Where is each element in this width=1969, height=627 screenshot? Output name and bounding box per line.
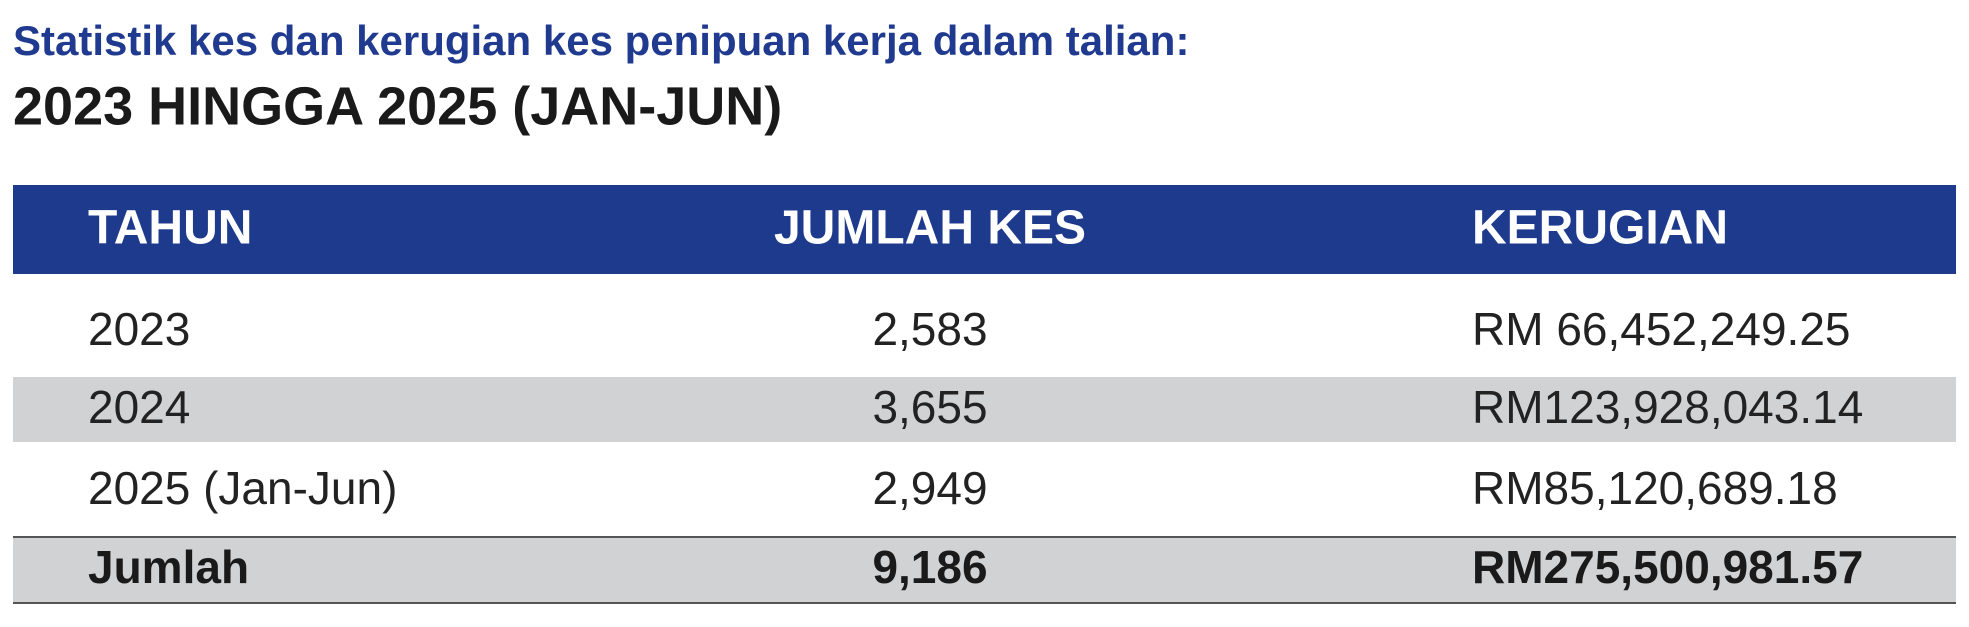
total-cell: RM275,500,981.57	[1472, 541, 1863, 593]
total-cell: Jumlah	[88, 541, 249, 593]
cell: 2025 (Jan-Jun)	[88, 462, 397, 514]
cell: 2,583	[872, 303, 987, 355]
cell: 2,949	[872, 462, 987, 514]
header-band	[13, 185, 1956, 274]
column-header: JUMLAH KES	[774, 202, 1086, 255]
cell: 3,655	[872, 381, 987, 433]
row-band	[13, 377, 1956, 442]
total-band	[13, 537, 1956, 603]
table: TAHUN JUMLAH KES KERUGIAN 2023 2,583 RM 66,45…	[88, 202, 1863, 593]
cell: 2023	[88, 303, 190, 355]
cell: RM123,928,043.14	[1472, 381, 1863, 433]
total-cell: 9,186	[872, 541, 987, 593]
cell: 2024	[88, 381, 190, 433]
cell: RM85,120,689.18	[1472, 462, 1838, 514]
subtitle: 2023 HINGGA 2025 (JAN-JUN)	[13, 76, 782, 136]
column-header: KERUGIAN	[1472, 202, 1728, 255]
column-header: TAHUN	[88, 202, 252, 255]
title: Statistik kes dan kerugian kes penipuan …	[13, 17, 1189, 64]
cell: RM 66,452,249.25	[1472, 303, 1851, 355]
